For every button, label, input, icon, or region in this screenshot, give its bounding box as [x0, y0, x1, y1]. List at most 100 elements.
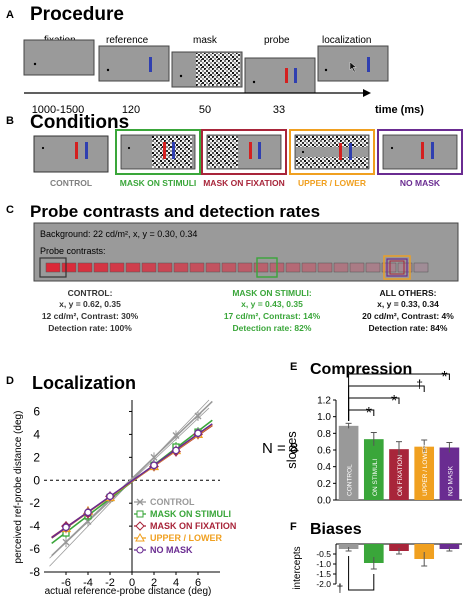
data-point: [84, 518, 92, 526]
fixation-dot: [179, 74, 183, 78]
panel-e-letter: E: [290, 361, 297, 373]
condition-mask-on-fixation-frame: [201, 129, 287, 175]
x-tick-label: 0: [129, 577, 135, 589]
bar: [414, 544, 435, 559]
probe-swatch: [397, 262, 413, 273]
block-others-line2: 20 cd/m², Contrast: 4%: [362, 311, 454, 321]
mask-noise-lower: [296, 157, 368, 168]
compression-title: Compression: [310, 361, 412, 378]
fixation-dot: [301, 150, 305, 154]
bar-label: ON FIXATION: [397, 455, 404, 496]
y-tick-label: -4: [29, 519, 40, 533]
time-axis-arrow: [363, 89, 371, 97]
condition-label-no-mask: NO MASK: [400, 178, 441, 188]
y-tick-label: -6: [29, 542, 40, 556]
panel-b-letter: B: [6, 115, 14, 127]
y-tick-label: -1.0: [316, 559, 331, 569]
duration-fixation: 1000-1500: [32, 104, 85, 116]
bar: [414, 446, 435, 500]
reference-bar-blue: [431, 142, 434, 159]
bar: [363, 439, 384, 500]
mask-noise: [196, 53, 240, 86]
legend-marker: [136, 510, 144, 518]
probe-swatch: [45, 262, 61, 273]
block-control-heading: CONTROL:: [68, 288, 113, 298]
significance-marker: *: [391, 393, 397, 410]
swatch-highlight-control: [39, 257, 67, 278]
bar: [389, 544, 409, 551]
data-point: [84, 508, 92, 517]
legend-marker: [136, 498, 144, 506]
panel-c-letter: C: [6, 204, 14, 216]
y-tick-label: -8: [29, 565, 40, 579]
conditions-row: [33, 129, 463, 175]
probe-swatch: [301, 262, 317, 273]
duration-probe: 33: [273, 104, 285, 116]
block-mask-stimuli-line1: x, y = 0.43, 0.35: [241, 299, 303, 309]
legend-control: CONTROL: [150, 497, 195, 507]
fixation-dot: [106, 68, 110, 72]
swatch-highlight-no-mask: [386, 258, 408, 277]
probe-swatch: [93, 262, 109, 273]
data-point: [150, 461, 158, 470]
x-tick-label: 4: [173, 577, 179, 589]
probe-swatch: [237, 262, 253, 273]
legend-no-mask: NO MASK: [150, 545, 193, 555]
frame-label-reference: reference: [106, 35, 149, 46]
condition-label-control: CONTROL: [50, 178, 92, 188]
significance-bracket: [348, 385, 425, 421]
x-tick-label: -4: [83, 577, 93, 589]
swatch-highlight-mask-stimuli: [256, 257, 278, 278]
block-control-line1: x, y = 0.62, 0.35: [59, 299, 121, 309]
series-fit-line: [51, 423, 213, 539]
condition-mask-on-stimuli-frame: [115, 129, 201, 175]
frame-label-probe: probe: [264, 35, 290, 46]
x-tick-label: -6: [61, 577, 71, 589]
data-point: [150, 453, 158, 461]
data-point: [172, 432, 180, 440]
probe-bar-red: [339, 143, 342, 160]
x-tick-label: 2: [151, 577, 157, 589]
y-tick-label: 0.6: [317, 446, 331, 457]
y-tick-label: 0.0: [317, 496, 331, 507]
reference-bar-blue: [172, 142, 175, 159]
probe-swatch: [109, 262, 125, 273]
block-control-line2: 12 cd/m², Contrast: 30%: [42, 311, 139, 321]
bar: [389, 449, 409, 500]
probe-swatch: [221, 262, 237, 273]
probe-swatch: [157, 262, 173, 273]
x-tick-label: 6: [195, 577, 201, 589]
fixation-dot: [390, 146, 394, 150]
mouse-cursor-icon: [349, 61, 357, 73]
legend-marker: [135, 532, 145, 542]
condition-label-mask-on-fixation: MASK ON FIXATION: [203, 178, 285, 188]
localization-title: Localization: [32, 373, 136, 393]
frame-probe-screen: [244, 57, 316, 94]
probe-bar-red: [285, 68, 288, 83]
reference-bar-blue: [294, 68, 297, 83]
bar-label: NO MASK: [447, 465, 454, 496]
y-tick-label: 2: [33, 450, 40, 464]
condition-label-upper-lower: UPPER / LOWER: [298, 178, 366, 188]
fixation-dot: [127, 146, 131, 150]
n-label: N = 8: [262, 440, 298, 457]
block-others-line3: Detection rate: 84%: [369, 323, 448, 333]
legend-marker: [136, 546, 144, 554]
block-mask-stimuli-heading: MASK ON STIMULI:: [232, 288, 311, 298]
fixation-dot: [33, 62, 37, 66]
block-mask-stimuli-line3: Detection rate: 82%: [233, 323, 312, 333]
swatch-highlight-mask-fixation: [389, 260, 405, 275]
frame-label-localization: localization: [322, 35, 371, 46]
probe-swatch: [141, 262, 157, 273]
conditions-title: Conditions: [30, 112, 129, 133]
probe-swatch-row: [39, 255, 429, 280]
probe-bar-red: [75, 142, 78, 159]
procedure-frames: fixation reference mask probe localizati…: [23, 35, 389, 94]
fixation-dot: [252, 80, 256, 84]
probe-swatch: [285, 262, 301, 273]
biases-chart: -0.5-1.0-1.5-2.0 †: [316, 543, 462, 595]
significance-marker: *: [366, 405, 372, 422]
frame-reference-screen: [98, 45, 170, 82]
background-text: Background: 22 cd/m², x, y = 0.30, 0.34: [40, 229, 197, 239]
condition-control-screen: [33, 135, 109, 173]
